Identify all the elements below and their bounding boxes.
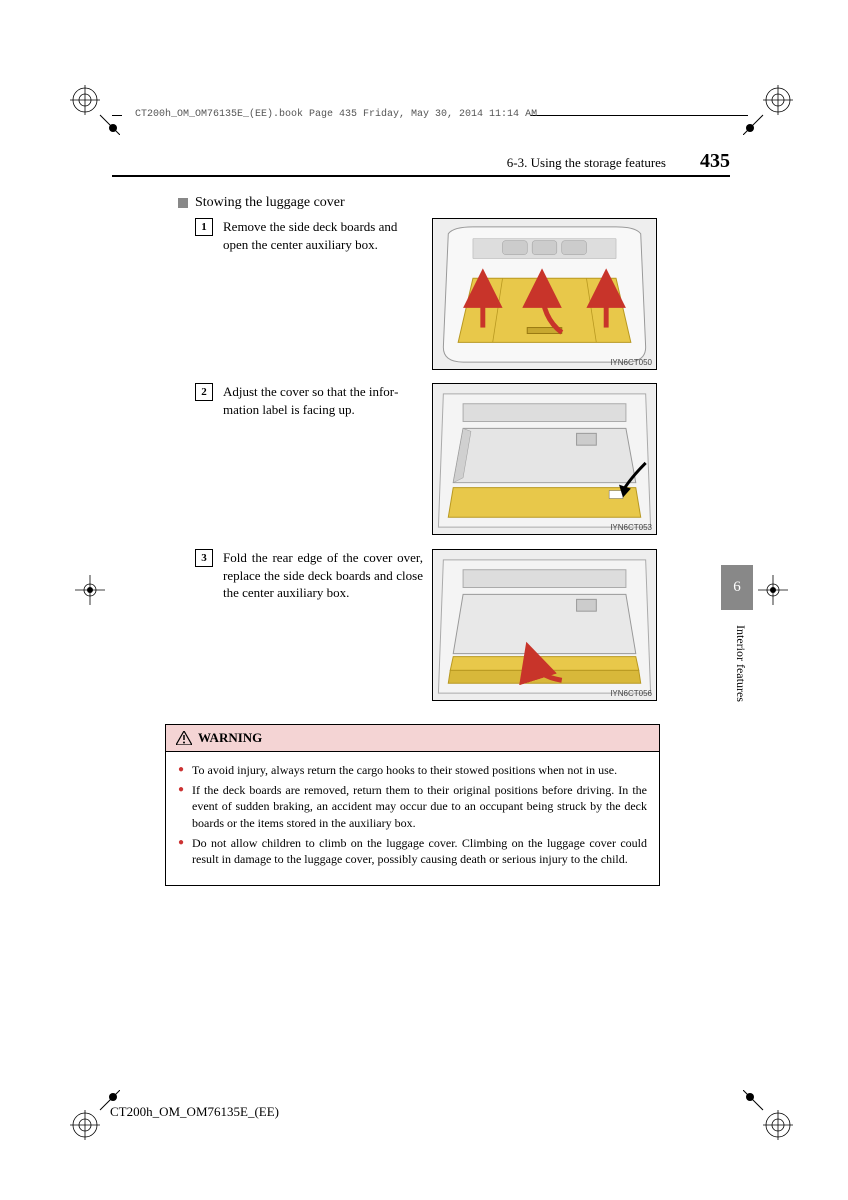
subsection-bullet-icon xyxy=(178,198,188,208)
reg-mark-mr xyxy=(758,575,788,605)
chapter-tab: 6 xyxy=(721,565,753,610)
warning-header: WARNING xyxy=(166,725,659,752)
warning-item: Do not allow children to climb on the lu… xyxy=(178,835,647,867)
header-rule-right xyxy=(530,115,748,116)
footer-text: CT200h_OM_OM76135E_(EE) xyxy=(110,1104,279,1120)
diagram-2: IYN6CT053 xyxy=(432,383,657,535)
warning-item: To avoid injury, always return the cargo… xyxy=(178,762,647,778)
page-number: 435 xyxy=(700,150,730,172)
diagram-1: IYN6CT050 xyxy=(432,218,657,370)
subsection-title: Stowing the luggage cover xyxy=(195,195,345,211)
warning-triangle-icon xyxy=(176,731,192,745)
diagram-label: IYN6CT053 xyxy=(610,523,652,532)
chapter-label: Interior features xyxy=(733,625,748,702)
header-rule-left xyxy=(112,115,122,116)
step-text: Remove the side deck boards and open the… xyxy=(223,218,423,253)
reg-mark-ml xyxy=(75,575,105,605)
diagram-label: IYN6CT056 xyxy=(610,689,652,698)
reg-mark-br xyxy=(743,1090,793,1140)
step-number-box: 2 xyxy=(195,383,213,401)
warning-item: If the deck boards are removed, return t… xyxy=(178,782,647,831)
warning-body: To avoid injury, always return the cargo… xyxy=(166,752,659,885)
section-header: 6-3. Using the storage features 435 xyxy=(507,150,730,173)
header-underline xyxy=(112,175,730,177)
warning-title: WARNING xyxy=(198,730,262,746)
step-number-box: 1 xyxy=(195,218,213,236)
step-text: Adjust the cover so that the infor­matio… xyxy=(223,383,423,418)
diagram-label: IYN6CT050 xyxy=(610,358,652,367)
step-number-box: 3 xyxy=(195,549,213,567)
breadcrumb-text: 6-3. Using the storage features xyxy=(507,155,666,170)
book-info-text: CT200h_OM_OM76135E_(EE).book Page 435 Fr… xyxy=(135,109,537,120)
reg-mark-tr xyxy=(743,85,793,135)
step-text: Fold the rear edge of the cover over, re… xyxy=(223,549,423,602)
reg-mark-tl xyxy=(70,85,120,135)
diagram-3: IYN6CT056 xyxy=(432,549,657,701)
warning-box: WARNING To avoid injury, always return t… xyxy=(165,724,660,886)
